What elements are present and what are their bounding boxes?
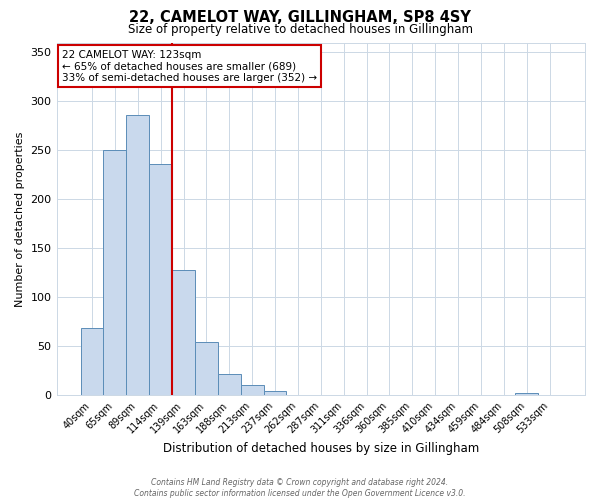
Bar — [263, 392, 286, 396]
Y-axis label: Number of detached properties: Number of detached properties — [15, 131, 25, 306]
Bar — [103, 150, 127, 396]
Text: Contains HM Land Registry data © Crown copyright and database right 2024.
Contai: Contains HM Land Registry data © Crown c… — [134, 478, 466, 498]
Bar — [195, 342, 218, 396]
Text: 22, CAMELOT WAY, GILLINGHAM, SP8 4SY: 22, CAMELOT WAY, GILLINGHAM, SP8 4SY — [129, 10, 471, 25]
Text: Size of property relative to detached houses in Gillingham: Size of property relative to detached ho… — [128, 22, 473, 36]
Bar — [241, 386, 263, 396]
X-axis label: Distribution of detached houses by size in Gillingham: Distribution of detached houses by size … — [163, 442, 479, 455]
Bar — [80, 328, 103, 396]
Bar — [515, 394, 538, 396]
Bar — [218, 374, 241, 396]
Bar — [149, 164, 172, 396]
Text: 22 CAMELOT WAY: 123sqm
← 65% of detached houses are smaller (689)
33% of semi-de: 22 CAMELOT WAY: 123sqm ← 65% of detached… — [62, 50, 317, 83]
Bar — [127, 115, 149, 396]
Bar — [172, 270, 195, 396]
